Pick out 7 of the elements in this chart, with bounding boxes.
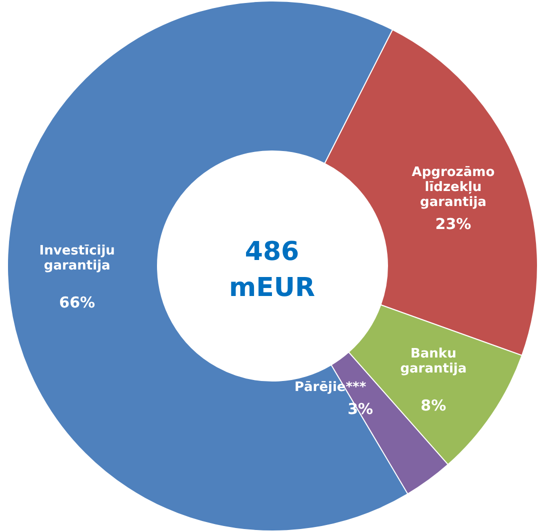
data-label: 66% [59, 293, 96, 312]
slice-label: Investīciju garantija [39, 243, 115, 274]
text: 486 mEUR [229, 237, 315, 303]
data-label: 8% [420, 396, 446, 414]
slice-label: Banku garantija [400, 346, 467, 376]
data-label: 23% [435, 214, 472, 233]
slice-label: Apgrozāmo līdzekļu garantija [412, 164, 495, 210]
